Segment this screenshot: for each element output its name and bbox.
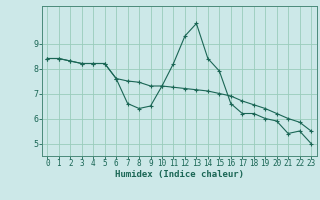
- X-axis label: Humidex (Indice chaleur): Humidex (Indice chaleur): [115, 170, 244, 179]
